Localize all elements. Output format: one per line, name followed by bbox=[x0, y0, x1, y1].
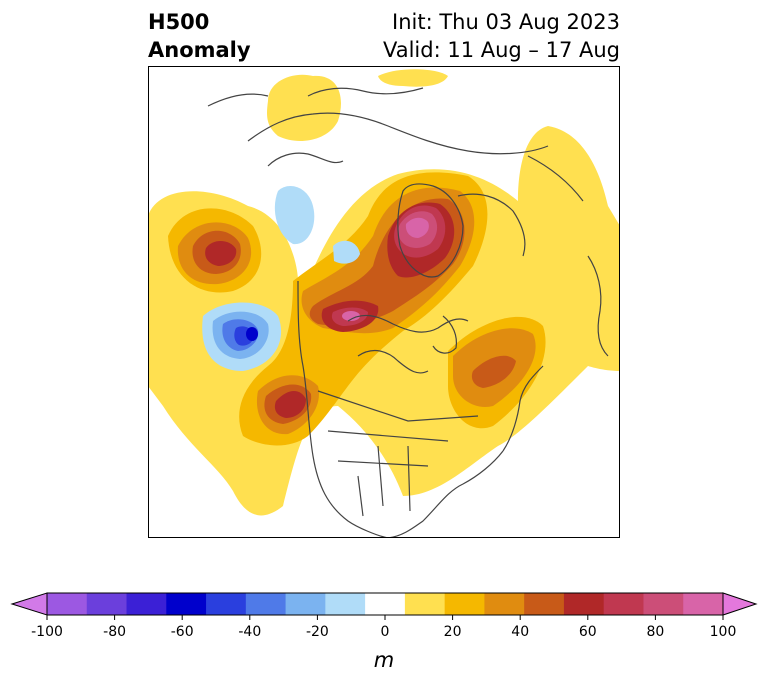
colorbar-segment bbox=[444, 593, 485, 615]
colorbar-tick-label: 100 bbox=[710, 624, 737, 640]
colorbar-ticks: -100 -80 -60 -40 -20 0 20 40 60 80 100 bbox=[31, 615, 736, 640]
init-date: Init: Thu 03 Aug 2023 bbox=[392, 10, 620, 34]
colorbar-segment bbox=[206, 593, 247, 615]
colorbar-tick-label: -20 bbox=[306, 624, 329, 640]
coastlines bbox=[207, 87, 609, 538]
colorbar-tick-label: -100 bbox=[31, 624, 63, 640]
colorbar-extend-low bbox=[10, 592, 48, 616]
colorbar-extend-high bbox=[722, 592, 758, 616]
colorbar-tick-label: 80 bbox=[646, 624, 664, 640]
colorbar-segment bbox=[325, 593, 366, 615]
negative-anomaly-field bbox=[202, 186, 360, 371]
positive-anomaly-60m-plus bbox=[331, 205, 446, 326]
valid-range: Valid: 11 Aug – 17 Aug bbox=[382, 38, 620, 62]
colorbar-segment bbox=[166, 593, 207, 615]
colorbar-unit-label: m bbox=[374, 648, 394, 672]
colorbar-segment bbox=[683, 593, 724, 615]
chart-title-left: H500 Anomaly bbox=[148, 8, 251, 64]
colorbar-segment bbox=[126, 593, 167, 615]
colorbar-segment bbox=[86, 593, 128, 615]
colorbar-segment bbox=[404, 593, 446, 615]
colorbar-tick-label: 60 bbox=[579, 624, 597, 640]
colorbar-segment bbox=[603, 593, 644, 615]
colorbar-segments bbox=[10, 592, 758, 616]
colorbar-segment bbox=[643, 593, 684, 615]
colorbar-segment bbox=[563, 593, 605, 615]
colorbar: -100 -80 -60 -40 -20 0 20 40 60 80 100 m bbox=[0, 585, 768, 684]
colorbar-tick-label: -80 bbox=[103, 624, 126, 640]
colorbar-segment bbox=[484, 593, 525, 615]
colorbar-segment bbox=[245, 593, 287, 615]
colorbar-segment bbox=[47, 593, 88, 615]
colorbar-tick-label: 40 bbox=[511, 624, 529, 640]
anomaly-map bbox=[148, 66, 620, 538]
colorbar-segment bbox=[524, 593, 565, 615]
colorbar-tick-label: -60 bbox=[171, 624, 194, 640]
colorbar-tick-label: -40 bbox=[238, 624, 261, 640]
colorbar-segment bbox=[365, 593, 406, 615]
chart-title-right: Init: Thu 03 Aug 2023 Valid: 11 Aug – 17… bbox=[383, 8, 620, 64]
title-type: Anomaly bbox=[148, 38, 251, 62]
colorbar-tick-label: 20 bbox=[444, 624, 462, 640]
colorbar-segment bbox=[285, 593, 326, 615]
title-variable: H500 bbox=[148, 10, 210, 34]
colorbar-tick-label: 0 bbox=[381, 624, 390, 640]
